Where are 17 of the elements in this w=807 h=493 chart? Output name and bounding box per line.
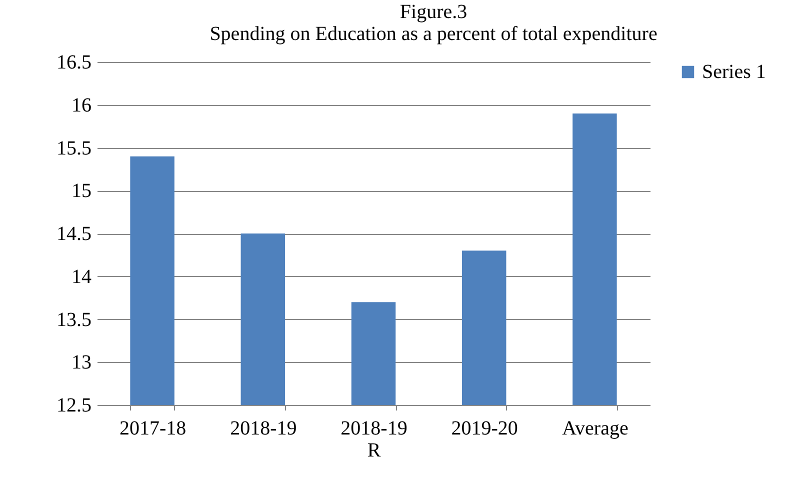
- y-tick-label: 16.5: [56, 52, 92, 74]
- x-tick-label: 2018-19 R: [340, 418, 408, 462]
- y-tick-label: 14.5: [56, 223, 92, 245]
- legend-label: Series 1: [702, 61, 766, 83]
- x-tick-label: 2019-20: [451, 418, 518, 440]
- chart-subtitle: Spending on Education as a percent of total expenditure: [210, 23, 658, 45]
- x-tick-label: 2018-19: [230, 418, 297, 440]
- y-tick-label: 13.5: [56, 308, 92, 331]
- chart-title: Figure.3: [400, 1, 468, 23]
- y-tick-label: 15.5: [56, 137, 92, 160]
- y-tick-label: 12.5: [56, 394, 92, 416]
- y-tick-label: 14: [72, 266, 92, 288]
- y-tick-label: 13: [72, 352, 92, 374]
- y-tick-label: 15: [72, 180, 92, 202]
- y-tick-label: 16: [72, 94, 92, 116]
- x-tick-label: Average: [562, 418, 628, 440]
- x-tick-label: 2017-18: [119, 418, 186, 440]
